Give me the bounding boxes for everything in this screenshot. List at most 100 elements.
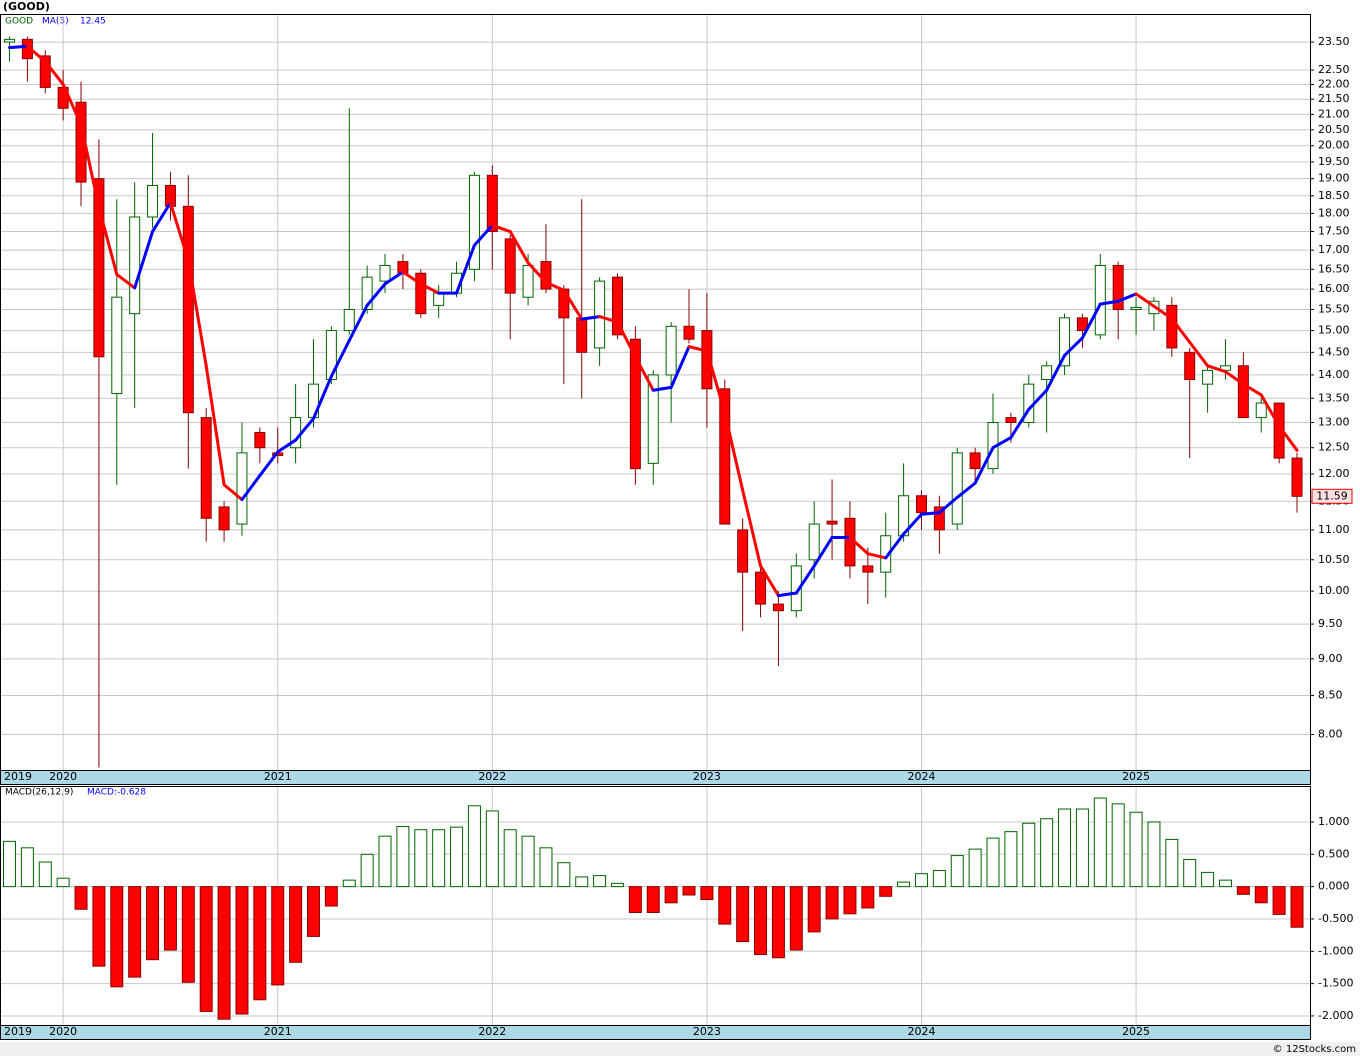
macd-bar [450,826,464,888]
candle-body [862,565,874,573]
ma-segment [884,532,906,560]
candle-body [629,338,641,470]
ma-segment [508,230,530,265]
macd-bar [1040,818,1054,888]
ma-segment [294,417,315,442]
candle-body [576,317,588,353]
candle-body [933,506,945,531]
candle-body [39,55,51,88]
macd-bar [682,886,696,896]
y-tick-label: 1.000 [1318,815,1350,828]
candle-body [1291,457,1303,497]
macd-bar [843,886,857,915]
candle-body [379,264,391,282]
candle-body [1237,365,1249,419]
macd-bar [932,869,946,888]
ma-segment [1188,340,1210,368]
macd-bar [1022,822,1036,888]
ma-segment [991,436,1013,450]
macd-bar [360,853,374,888]
candle-body [415,272,427,315]
ma-segment [741,488,763,568]
candle-body [486,174,498,233]
candle-body [433,292,445,306]
y-tick-label: 14.50 [1318,345,1350,358]
macd-bar [74,886,88,910]
ma-segment [1098,299,1120,306]
ma-segment [562,288,584,321]
macd-bar [20,847,34,888]
ma-segment [168,201,190,262]
macd-bar [432,829,446,888]
macd-bar [467,805,481,888]
ma-segment [25,44,47,64]
ma-segment [526,261,548,284]
x-tick-label: 2020 [49,1025,77,1038]
candle-body [951,452,963,525]
legend-macd-value: -0.628 [117,788,146,798]
macd-bar [38,861,52,888]
candle-body [182,205,194,414]
macd-bar [324,886,338,907]
ma-segment [401,270,423,286]
ma-segment [115,272,137,290]
macd-bar [593,875,607,888]
y-tick-label: -1.500 [1318,977,1353,990]
macd-bar [628,886,642,913]
candle-body [826,520,838,525]
x-tick-label: 2021 [264,1025,292,1038]
ma-segment [1259,393,1281,428]
macd-bar [861,886,875,909]
y-tick-label: 12.50 [1318,441,1350,454]
footer-bar [0,1042,1360,1056]
macd-bar [807,886,821,933]
macd-bar [950,855,964,888]
ma-segment [955,481,977,499]
candle-body [1130,306,1142,311]
macd-bar [1218,879,1232,888]
y-tick-label: 11.00 [1318,523,1350,536]
x-tick-label: 2022 [478,1025,506,1038]
macd-bar [253,886,267,1001]
macd-bar [271,886,285,986]
candle-body [665,325,677,376]
y-tick-label: 17.50 [1318,225,1350,238]
candle-body [236,452,248,525]
x-tick-label: 2023 [693,770,721,783]
ma-segment [669,345,691,389]
macd-bar [539,847,553,888]
ma-segment [1063,336,1084,357]
candle-body [343,309,355,332]
y-tick-label: 19.00 [1318,172,1350,185]
candle-body [200,417,212,519]
legend-ma: MA(3) [42,17,69,27]
ma-segment [848,536,870,556]
macd-bar [914,873,928,888]
macd-bar [1129,811,1143,888]
macd-bar [181,886,195,983]
ma-segment [97,205,119,276]
date-strip [0,1025,1311,1040]
macd-bar [825,886,839,920]
candle-body [1094,264,1106,336]
y-tick-label: 8.50 [1318,689,1343,702]
macd-bar [1075,808,1089,888]
candle-body [1041,365,1053,381]
macd-bar [610,882,624,888]
ma-segment [776,591,798,598]
y-tick-label: 15.00 [1318,324,1350,337]
y-tick-label: -2.000 [1318,1009,1353,1022]
y-tick-label: 22.50 [1318,63,1350,76]
macd-bar [306,886,320,937]
ma-segment [1080,302,1102,340]
y-tick-label: 15.50 [1318,303,1350,316]
x-tick-label: 2020 [49,770,77,783]
ma-segment [1027,388,1049,411]
candle-body [880,535,892,573]
y-tick-label: 22.00 [1318,77,1350,90]
ma-segment [723,411,745,492]
candle-body [504,238,516,294]
macd-bar [736,886,750,943]
macd-bar [771,886,785,959]
ma-segment [383,270,405,286]
